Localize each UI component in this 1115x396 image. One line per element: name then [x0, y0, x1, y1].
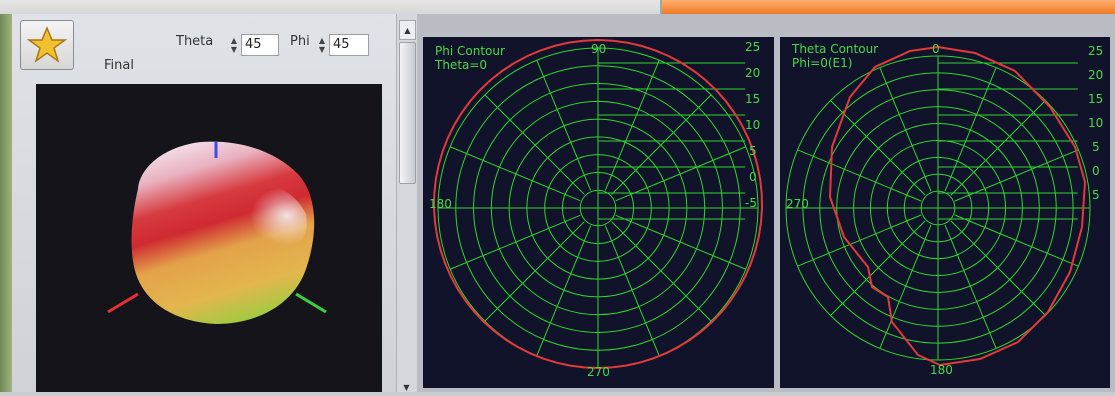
- phi-angle-top: 90: [591, 42, 606, 56]
- theta-radial-label: 5: [1092, 188, 1100, 202]
- grid-spoke: [449, 214, 581, 270]
- 3d-radiation-pattern: [107, 141, 327, 324]
- phi-title: Phi Contour: [435, 44, 505, 58]
- viewer-panel: Final Theta ▲ ▼ 45 Phi ▲ ▼ 45: [12, 14, 396, 392]
- theta-label: Theta: [176, 34, 214, 49]
- grid-spoke: [604, 59, 660, 191]
- grid-spoke: [484, 221, 585, 322]
- phi-contour-curve: [432, 38, 764, 370]
- phi-radial-label: 0: [749, 170, 757, 184]
- phi-subtitle: Theta=0: [434, 58, 487, 72]
- star-icon: [27, 26, 67, 63]
- grid-spoke: [797, 149, 922, 202]
- phi-radial-label: 10: [745, 118, 760, 132]
- theta-radial-label: 25: [1088, 44, 1103, 58]
- phi-angle-left: 180: [429, 197, 452, 211]
- grid-spoke: [879, 67, 932, 192]
- grid-spoke: [944, 67, 997, 192]
- grid-spoke: [611, 221, 712, 322]
- phi-radial-label: 20: [745, 66, 760, 80]
- theta-angle-bottom: 180: [930, 363, 953, 377]
- star-button[interactable]: [20, 20, 74, 70]
- theta-grid: [785, 55, 1091, 361]
- grid-spoke: [954, 149, 1079, 202]
- phi-contour-plot: Phi Contour Theta=0 90 180 270 25 20 15 …: [423, 37, 774, 388]
- grid-spoke: [944, 224, 997, 349]
- phi-grid: [437, 47, 759, 369]
- final-label: Final: [104, 58, 134, 73]
- theta-radial-label: 15: [1088, 92, 1103, 106]
- theta-contour-curve: [828, 45, 1087, 367]
- vertical-scrollbar[interactable]: ▲ ▼: [396, 14, 417, 392]
- scroll-down-button[interactable]: ▼: [403, 382, 410, 392]
- theta-contour-plot: Theta Contour Phi=0(E1) 0 270 180 25 20 …: [780, 37, 1110, 388]
- window-edge: [0, 14, 12, 392]
- grid-spoke: [879, 224, 932, 349]
- grid-spoke: [950, 100, 1046, 196]
- theta-angle-left: 270: [786, 197, 809, 211]
- phi-radial-label: 15: [745, 92, 760, 106]
- grid-spoke: [615, 214, 747, 270]
- phi-angle-bottom: 270: [587, 365, 610, 379]
- 3d-pattern-viewer[interactable]: [36, 84, 382, 392]
- grid-spoke: [830, 100, 926, 196]
- theta-angle-top: 0: [932, 42, 940, 56]
- y-axis: [295, 292, 327, 314]
- grid-spoke: [536, 225, 592, 357]
- phi-label: Phi: [290, 34, 310, 49]
- grid-spoke: [797, 214, 922, 267]
- grid-spoke: [954, 214, 1079, 267]
- grid-spoke: [449, 146, 581, 202]
- theta-title: Theta Contour: [791, 42, 878, 56]
- grid-spoke: [830, 220, 926, 316]
- x-axis: [107, 292, 139, 314]
- grid-spoke: [950, 220, 1046, 316]
- theta-radial-label: 0: [1092, 164, 1100, 178]
- phi-radial-label: 25: [745, 40, 760, 54]
- theta-input[interactable]: 45: [241, 34, 279, 56]
- theta-subtitle: Phi=0(E1): [792, 56, 852, 70]
- orange-panel-edge: [660, 0, 1115, 14]
- phi-input[interactable]: 45: [329, 34, 369, 56]
- theta-radial-label: 10: [1088, 116, 1103, 130]
- theta-spinner[interactable]: ▲ ▼: [230, 36, 238, 54]
- grid-spoke: [484, 94, 585, 195]
- phi-radial-label: 5: [749, 144, 757, 158]
- phi-radial-label: -5: [745, 196, 757, 210]
- theta-radial-label: 5: [1092, 140, 1100, 154]
- phi-spinner[interactable]: ▲ ▼: [318, 36, 326, 54]
- grid-spoke: [536, 59, 592, 191]
- grid-spoke: [611, 94, 712, 195]
- grid-spoke: [604, 225, 660, 357]
- theta-radial-label: 20: [1088, 68, 1103, 82]
- scroll-thumb[interactable]: [399, 42, 416, 184]
- scroll-up-button[interactable]: ▲: [399, 20, 416, 40]
- grid-spoke: [615, 146, 747, 202]
